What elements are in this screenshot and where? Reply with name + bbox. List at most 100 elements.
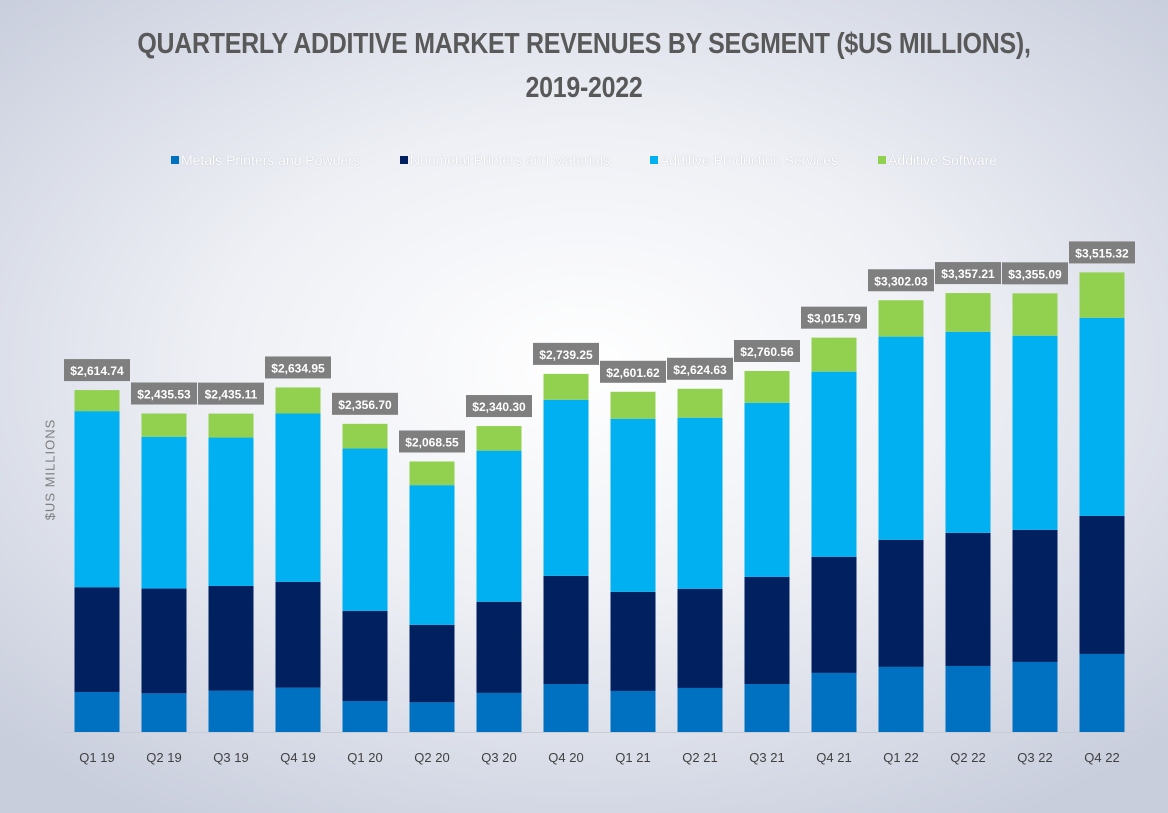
total-data-label: $2,760.56 bbox=[740, 345, 794, 359]
bar-segment-nonmetal bbox=[543, 575, 589, 685]
bar-segment-metals bbox=[141, 693, 187, 732]
bar-segment-software bbox=[878, 300, 924, 337]
bar-segment-services bbox=[409, 485, 455, 625]
bar-segment-metals bbox=[744, 684, 790, 732]
bar-segment-services bbox=[878, 336, 924, 540]
legend: Metals Printers and Powders Nonmetal Pri… bbox=[0, 152, 1168, 168]
bar-segment-software bbox=[476, 426, 522, 451]
bar-segment-metals bbox=[275, 687, 321, 732]
total-label-box bbox=[198, 382, 264, 405]
x-tick-label: Q2 19 bbox=[146, 750, 181, 765]
x-tick-label: Q3 22 bbox=[1017, 750, 1052, 765]
bar-segment-software bbox=[744, 370, 790, 403]
total-label-box bbox=[868, 269, 934, 292]
bar-segment-metals bbox=[878, 666, 924, 732]
bar-segment-nonmetal bbox=[677, 588, 723, 688]
legend-label: Additive Software bbox=[888, 152, 998, 168]
bar-segment-software bbox=[610, 391, 656, 419]
total-label-box bbox=[131, 382, 197, 405]
bar-segment-services bbox=[744, 402, 790, 577]
bar-segment-nonmetal bbox=[945, 532, 991, 666]
bar-segment-nonmetal bbox=[476, 601, 522, 693]
bar-segment-metals bbox=[677, 687, 723, 732]
bar-segment-services bbox=[275, 413, 321, 582]
total-data-label: $3,515.32 bbox=[1075, 246, 1129, 260]
total-data-label: $2,435.53 bbox=[137, 387, 191, 401]
x-tick-label: Q3 19 bbox=[213, 750, 248, 765]
x-tick-label: Q4 19 bbox=[280, 750, 315, 765]
total-data-label: $3,015.79 bbox=[807, 312, 861, 326]
x-tick-label: Q2 21 bbox=[682, 750, 717, 765]
bar-segment-software bbox=[409, 461, 455, 486]
total-data-label: $3,357.21 bbox=[941, 267, 995, 281]
bar-segment-metals bbox=[476, 692, 522, 732]
legend-swatch bbox=[399, 156, 408, 164]
bar-segment-nonmetal bbox=[275, 581, 321, 688]
legend-label: Nonmetal Printers and Materials bbox=[409, 152, 610, 168]
bar-segment-metals bbox=[1012, 661, 1058, 732]
bar-segment-services bbox=[74, 411, 120, 588]
bar-segment-services bbox=[141, 436, 187, 589]
bar-segment-services bbox=[811, 371, 857, 557]
bar-segment-software bbox=[677, 388, 723, 418]
bar-segment-metals bbox=[342, 701, 388, 732]
bar-segment-software bbox=[208, 413, 254, 438]
bar-segment-metals bbox=[610, 690, 656, 732]
legend-swatch bbox=[170, 156, 179, 164]
bar-segment-metals bbox=[208, 690, 254, 732]
bar-segment-services bbox=[677, 417, 723, 589]
total-data-label: $2,624.63 bbox=[673, 363, 727, 377]
bar-segment-nonmetal bbox=[744, 576, 790, 685]
bar-segment-nonmetal bbox=[208, 585, 254, 691]
total-data-label: $2,340.30 bbox=[472, 400, 526, 414]
total-data-label: $2,614.74 bbox=[70, 364, 124, 378]
bar-segment-metals bbox=[409, 702, 455, 732]
x-tick-label: Q3 21 bbox=[749, 750, 784, 765]
bar-segment-nonmetal bbox=[141, 588, 187, 694]
total-label-box bbox=[64, 359, 130, 382]
bar-segment-services bbox=[208, 437, 254, 586]
total-label-box bbox=[332, 392, 398, 415]
x-tick-label: Q1 21 bbox=[615, 750, 650, 765]
legend-swatch bbox=[878, 156, 887, 164]
chart-title-line-2: 2019-2022 bbox=[525, 72, 643, 104]
total-label-box bbox=[734, 339, 800, 362]
bar-segment-nonmetal bbox=[811, 556, 857, 673]
legend-item-services: Additive Production Services bbox=[649, 152, 839, 168]
total-data-label: $2,739.25 bbox=[539, 348, 593, 362]
x-tick-label: Q1 19 bbox=[79, 750, 114, 765]
total-label-box bbox=[667, 357, 733, 380]
x-tick-label: Q4 21 bbox=[816, 750, 851, 765]
total-data-label: $2,356.70 bbox=[338, 398, 392, 412]
bar-segment-software bbox=[275, 387, 321, 414]
bar-segment-software bbox=[543, 373, 589, 400]
chart-title: QUARTERLY ADDITIVE MARKET REVENUES BY SE… bbox=[82, 22, 1086, 110]
total-label-box bbox=[533, 342, 599, 365]
bar-segment-services bbox=[476, 450, 522, 602]
bar-segment-software bbox=[1079, 272, 1125, 318]
total-data-label: $2,634.95 bbox=[271, 361, 325, 375]
total-label-box bbox=[265, 356, 331, 379]
bar-segment-metals bbox=[945, 665, 991, 732]
bar-segment-services bbox=[1012, 335, 1058, 530]
bar-segment-services bbox=[342, 448, 388, 611]
bar-segment-metals bbox=[543, 684, 589, 732]
x-tick-label: Q2 20 bbox=[414, 750, 449, 765]
bar-segment-services bbox=[610, 418, 656, 592]
total-data-label: $2,068.55 bbox=[405, 435, 459, 449]
x-tick-label: Q1 20 bbox=[347, 750, 382, 765]
total-label-box bbox=[1002, 262, 1068, 285]
x-tick-label: Q2 22 bbox=[950, 750, 985, 765]
legend-label: Additive Production Services bbox=[659, 152, 839, 168]
bar-segment-nonmetal bbox=[1012, 529, 1058, 662]
legend-swatch bbox=[649, 156, 658, 164]
total-label-box bbox=[399, 430, 465, 453]
bar-segment-metals bbox=[74, 691, 120, 732]
bar-segment-nonmetal bbox=[342, 610, 388, 702]
bar-segment-software bbox=[141, 413, 187, 437]
legend-item-metals: Metals Printers and Powders bbox=[170, 152, 360, 168]
bar-segment-nonmetal bbox=[878, 539, 924, 667]
total-data-label: $2,435.11 bbox=[205, 388, 258, 402]
total-label-box bbox=[1069, 241, 1135, 264]
